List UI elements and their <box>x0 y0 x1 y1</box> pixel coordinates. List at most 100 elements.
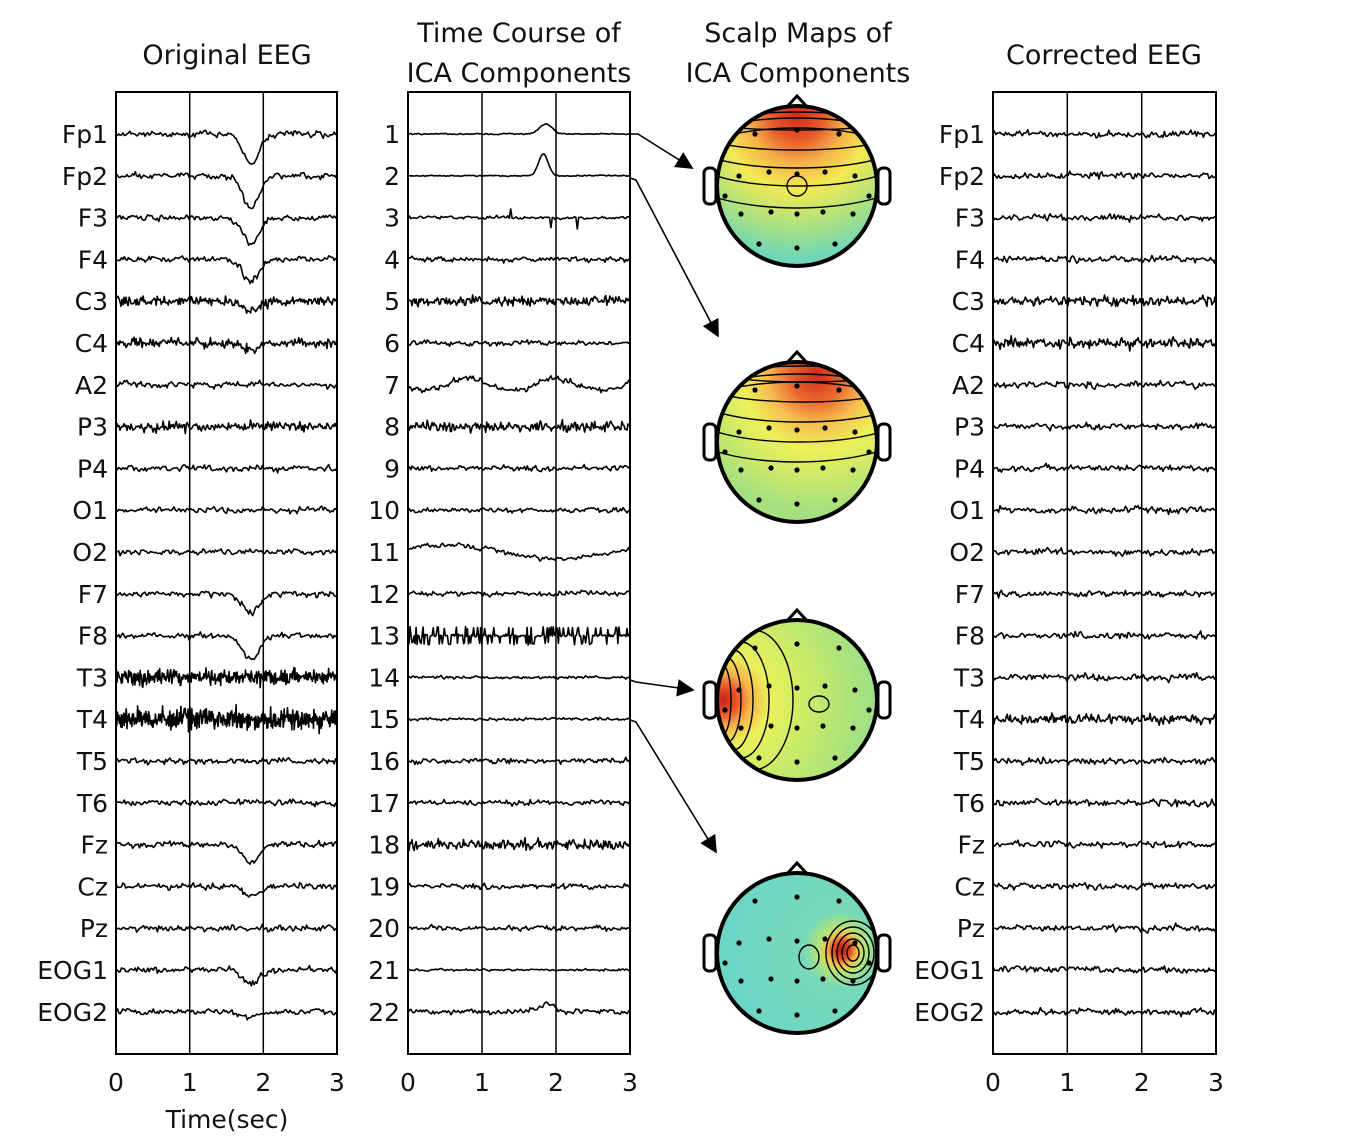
electrode-dot <box>738 978 744 984</box>
head-outline <box>715 618 879 782</box>
electrode-dot <box>866 449 872 455</box>
original-channel-label: EOG2 <box>37 998 108 1027</box>
ica-trace-13 <box>407 625 631 646</box>
electrode-dot <box>794 467 800 473</box>
electrode-dot <box>822 936 828 942</box>
corrected-trace-fp2 <box>992 170 1217 180</box>
contour-line <box>841 938 865 968</box>
corrected-trace-o2 <box>992 546 1217 558</box>
electrode-dot <box>722 707 728 713</box>
original-channel-label: Fp1 <box>62 120 108 149</box>
electrode-dot <box>822 683 828 689</box>
original-tick-label: 2 <box>255 1068 271 1097</box>
electrode-dot <box>756 755 762 761</box>
scalp-map-component-1 <box>702 93 892 268</box>
ica-trace-2 <box>407 153 630 178</box>
original-trace-eog1 <box>115 964 338 987</box>
original-tick-label: 3 <box>329 1068 345 1097</box>
original-channel-label: A2 <box>75 371 108 400</box>
electrode-dot <box>766 683 772 689</box>
electrode-dot <box>766 169 772 175</box>
corrected-eeg-title: Corrected EEG <box>1006 40 1202 71</box>
original-eeg-traces <box>115 129 338 1021</box>
ica-trace-21 <box>407 967 631 972</box>
ica-trace-6 <box>407 339 631 347</box>
ica-trace-5 <box>407 294 631 308</box>
contour-line <box>717 362 877 403</box>
electrode-dot <box>836 645 842 651</box>
scalp-maps-title-line2: ICA Components <box>686 58 911 89</box>
electrode-dot <box>752 387 758 393</box>
ica-time-title-line2: ICA Components <box>407 58 632 89</box>
electrode-dot <box>766 936 772 942</box>
original-channel-label: C4 <box>75 329 108 358</box>
original-channel-label: T6 <box>76 789 108 818</box>
original-channel-label: O2 <box>72 538 108 567</box>
electrode-dot <box>832 241 838 247</box>
electrode-dot <box>794 725 800 731</box>
ica-component-label: 15 <box>368 705 400 734</box>
corrected-channel-label: EOG2 <box>914 998 985 1027</box>
corrected-channel-label: Fp1 <box>939 120 985 149</box>
corrected-tick-label: 3 <box>1208 1068 1224 1097</box>
ica-tick-label: 1 <box>474 1068 490 1097</box>
electrode-dot <box>866 707 872 713</box>
electrode-dot <box>852 940 858 946</box>
original-trace-a2 <box>115 379 338 390</box>
original-eeg-channel-labels: Fp1 Fp2 F3 F4 C3 C4 A2 P3 P4 O1 O2 F7 F8 T3 T4 T5 T6 Fz Cz… <box>37 120 108 1027</box>
corrected-trace-a2 <box>992 379 1216 391</box>
scalp-color-field <box>717 620 877 780</box>
electrode-dot <box>736 173 742 179</box>
corrected-channel-label: P3 <box>954 413 985 442</box>
corrected-trace-t5 <box>992 756 1217 766</box>
electrode-dot <box>820 209 826 215</box>
original-trace-f7 <box>115 590 338 617</box>
ica-trace-14 <box>407 674 631 680</box>
original-trace-c4 <box>115 336 338 355</box>
electrode-dot <box>822 169 828 175</box>
corrected-trace-f7 <box>992 589 1217 599</box>
original-trace-f3 <box>115 214 338 246</box>
original-channel-label: T4 <box>76 705 108 734</box>
ica-component-label: 21 <box>368 956 400 985</box>
electrode-dot <box>866 193 872 199</box>
ica-component-label: 19 <box>368 872 400 901</box>
corrected-trace-fp1 <box>992 128 1217 139</box>
corrected-channel-label: C3 <box>952 287 985 316</box>
electrode-dot <box>850 978 856 984</box>
corrected-channel-label: Fz <box>957 831 985 860</box>
contour-line <box>846 944 860 962</box>
ica-trace-19 <box>407 882 631 891</box>
contour-line <box>717 111 877 169</box>
ica-component-label: 6 <box>384 329 400 358</box>
electrode-dot <box>836 387 842 393</box>
electrode-dot <box>768 976 774 982</box>
original-channel-label: F8 <box>78 622 108 651</box>
ica-trace-17 <box>407 798 631 807</box>
ica-trace-11 <box>407 542 631 562</box>
electrode-dot <box>794 171 800 177</box>
original-trace-f8 <box>115 631 338 661</box>
ica-component-label: 10 <box>368 496 400 525</box>
arrow-component-1 <box>630 133 694 169</box>
ica-component-label: 16 <box>368 747 400 776</box>
original-eeg-title: Original EEG <box>142 40 311 71</box>
ica-trace-12 <box>407 589 631 598</box>
corrected-eeg-panel: Fp1 Fp2 F3 F4 C3 C4 A2 P3 P4 O1 O2 F7 F8 T3 T4 T5 T6 Fz Cz… <box>914 91 1224 1097</box>
ica-time-frame <box>407 91 631 1055</box>
ica-trace-8 <box>407 418 631 434</box>
arrow-component-2 <box>629 177 719 338</box>
head-outline <box>715 871 879 1035</box>
ica-component-label: 7 <box>384 371 400 400</box>
corrected-channel-label: P4 <box>954 454 985 483</box>
electrode-dot <box>768 465 774 471</box>
contour-line <box>717 117 877 187</box>
corrected-channel-label: T3 <box>953 663 985 692</box>
electrode-dot <box>832 1008 838 1014</box>
ica-component-label: 20 <box>368 914 400 943</box>
corrected-trace-c3 <box>992 294 1217 308</box>
corrected-trace-fz <box>992 839 1217 849</box>
ica-trace-7 <box>407 375 631 394</box>
ica-component-label: 18 <box>368 831 400 860</box>
